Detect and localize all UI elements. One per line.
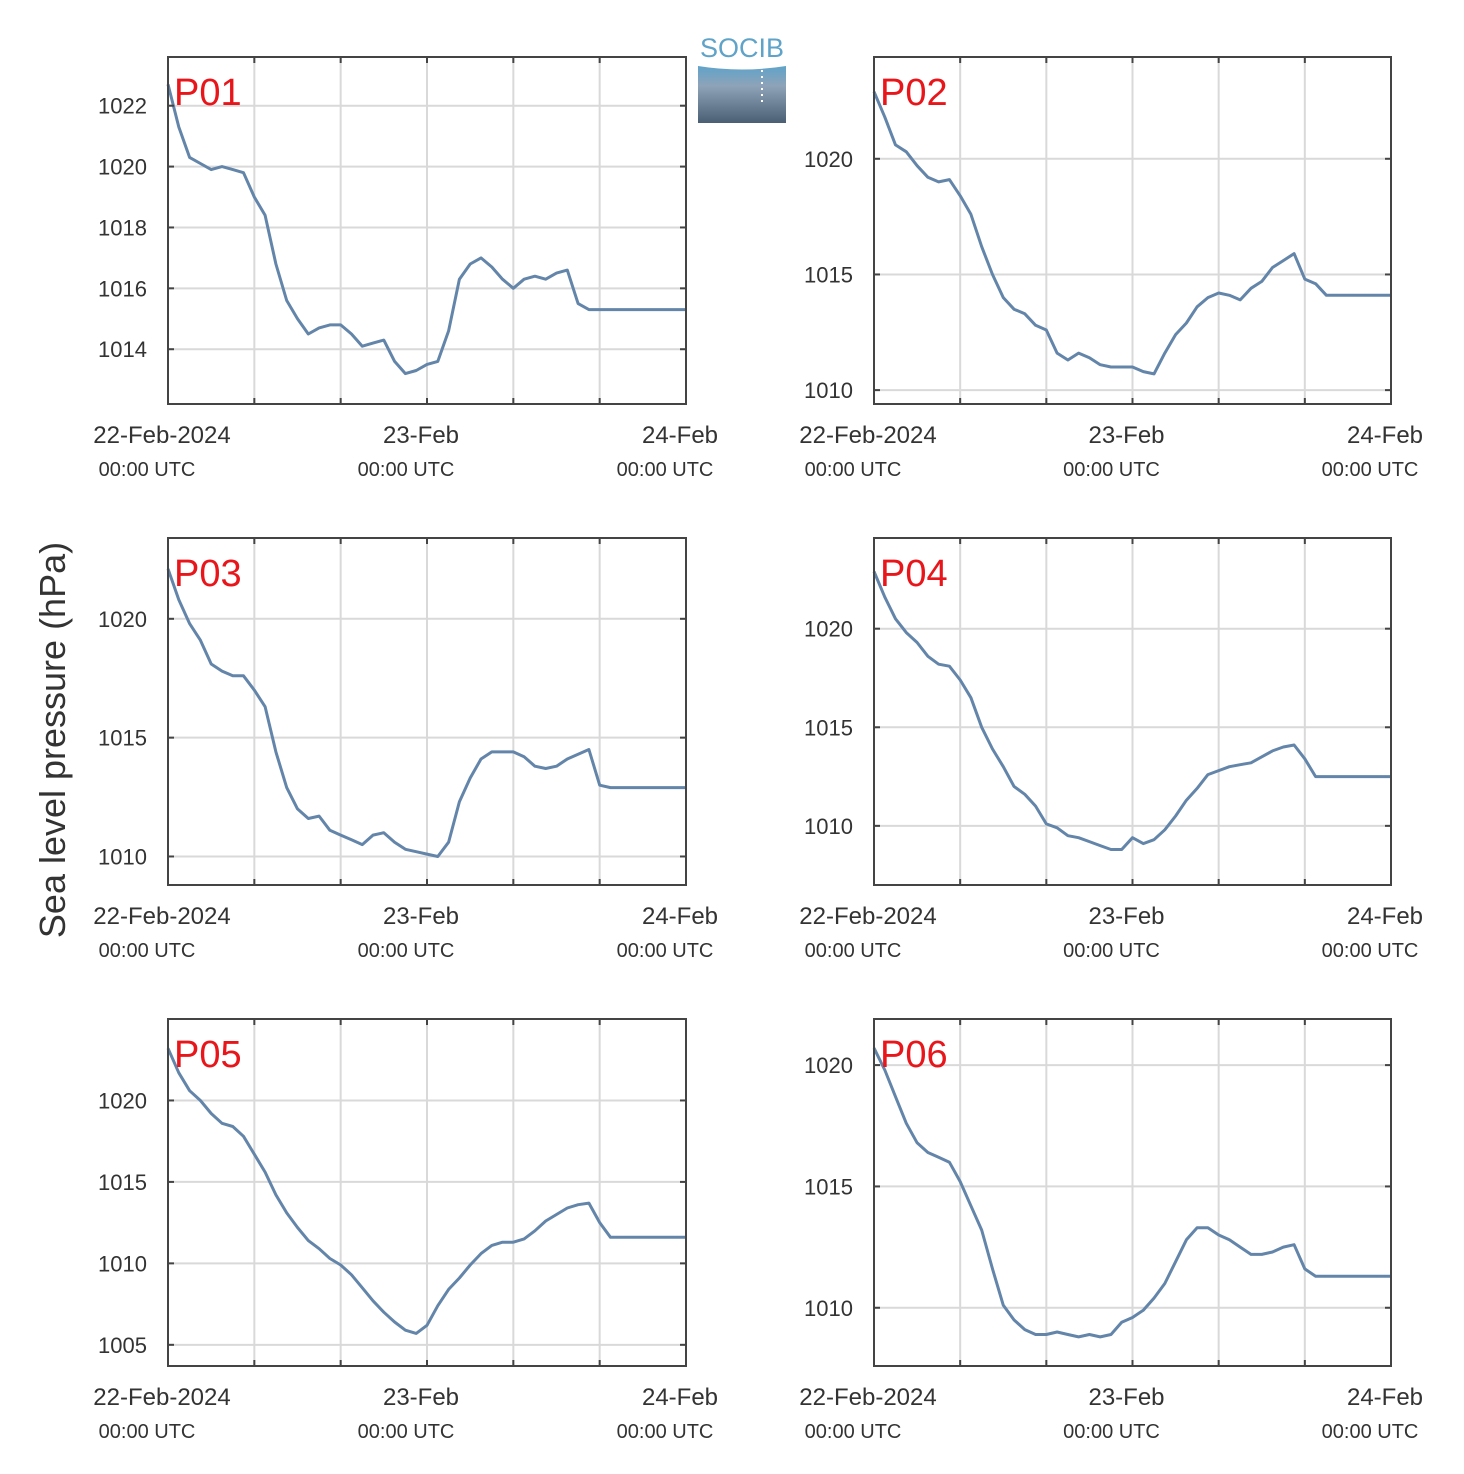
x-tick-sublabel: 00:00 UTC	[805, 459, 902, 481]
x-tick-label: 23-Feb	[1088, 422, 1164, 449]
x-tick-sublabel: 00:00 UTC	[1322, 1421, 1419, 1443]
x-tick-label: 23-Feb	[383, 1384, 459, 1411]
x-tick-label: 22-Feb-2024	[799, 422, 936, 449]
x-tick-label: 22-Feb-2024	[93, 903, 230, 930]
y-tick-label: 1020	[804, 147, 853, 172]
y-tick-label: 1020	[804, 1053, 853, 1078]
x-tick-sublabel: 00:00 UTC	[617, 1421, 714, 1443]
y-tick-label: 1016	[98, 276, 147, 301]
x-tick-sublabel: 00:00 UTC	[617, 459, 714, 481]
x-tick-label: 22-Feb-2024	[799, 1384, 936, 1411]
y-tick-label: 1020	[98, 607, 147, 632]
x-tick-sublabel: 00:00 UTC	[1322, 940, 1419, 962]
x-tick-sublabel: 00:00 UTC	[1322, 459, 1419, 481]
y-tick-label: 1015	[98, 726, 147, 751]
logo-text: SOCIB	[700, 33, 784, 63]
y-tick-label: 1020	[98, 155, 147, 180]
y-tick-label: 1015	[98, 1170, 147, 1195]
series-line	[166, 568, 686, 858]
y-tick-label: 1010	[98, 844, 147, 869]
y-tick-label: 1018	[98, 215, 147, 240]
panel-label: P06	[880, 1034, 948, 1076]
y-tick-label: 1014	[98, 337, 147, 362]
x-tick-sublabel: 00:00 UTC	[805, 1421, 902, 1443]
x-tick-sublabel: 00:00 UTC	[99, 1421, 196, 1443]
logo-wave-icon	[698, 66, 786, 123]
x-tick-sublabel: 00:00 UTC	[358, 940, 455, 962]
series-line	[166, 1047, 686, 1335]
x-tick-label: 24-Feb	[1347, 903, 1423, 930]
x-tick-label: 23-Feb	[383, 903, 459, 930]
series-line	[166, 84, 686, 376]
y-tick-label: 1015	[804, 715, 853, 740]
x-tick-sublabel: 00:00 UTC	[1063, 459, 1160, 481]
panel-p05: 1005 1010 1015 1020 22-Feb-2024 00:00 UTC 23-F…	[93, 1018, 718, 1443]
x-tick-label: 24-Feb	[642, 422, 718, 449]
y-tick-label: 1015	[804, 262, 853, 287]
panel-label: P05	[174, 1034, 242, 1076]
y-tick-label: 1010	[804, 1296, 853, 1321]
y-tick-label: 1015	[804, 1174, 853, 1199]
y-tick-label: 1010	[98, 1251, 147, 1276]
panel-p02: 1010 1015 1020 22-Feb-2024 00:00 UTC 23-Feb 00…	[799, 56, 1423, 481]
y-axis-label: Sea level pressure (hPa)	[32, 542, 73, 938]
x-tick-sublabel: 00:00 UTC	[99, 459, 196, 481]
x-tick-sublabel: 00:00 UTC	[358, 459, 455, 481]
y-tick-label: 1022	[98, 94, 147, 119]
series-line	[872, 570, 1391, 851]
y-tick-label: 1010	[804, 814, 853, 839]
x-tick-sublabel: 00:00 UTC	[1063, 940, 1160, 962]
panel-p04: 1010 1015 1020 22-Feb-2024 00:00 UTC 23-Feb 00…	[799, 537, 1423, 962]
x-tick-label: 23-Feb	[1088, 903, 1164, 930]
panel-p01: 1014 1016 1018 1020 1022 22-Feb-2024 00:00 UTC…	[93, 56, 718, 481]
panel-label: P04	[880, 553, 948, 595]
x-tick-label: 22-Feb-2024	[93, 422, 230, 449]
series-line	[872, 91, 1391, 376]
panel-label: P03	[174, 553, 242, 595]
x-tick-sublabel: 00:00 UTC	[99, 940, 196, 962]
x-tick-label: 24-Feb	[642, 1384, 718, 1411]
socib-logo: SOCIB	[698, 33, 786, 123]
x-tick-sublabel: 00:00 UTC	[1063, 1421, 1160, 1443]
x-tick-label: 24-Feb	[1347, 1384, 1423, 1411]
y-tick-label: 1005	[98, 1333, 147, 1358]
x-tick-sublabel: 00:00 UTC	[805, 940, 902, 962]
panel-p06: 1010 1015 1020 22-Feb-2024 00:00 UTC 23-Feb 00…	[799, 1018, 1423, 1443]
y-tick-label: 1020	[98, 1088, 147, 1113]
x-tick-label: 24-Feb	[1347, 422, 1423, 449]
y-tick-label: 1010	[804, 378, 853, 403]
x-tick-sublabel: 00:00 UTC	[358, 1421, 455, 1443]
panel-p03: 1010 1015 1020 22-Feb-2024 00:00 UTC 23-Feb 00…	[93, 537, 718, 962]
panel-label: P01	[174, 72, 242, 114]
x-tick-label: 22-Feb-2024	[799, 903, 936, 930]
y-tick-label: 1020	[804, 617, 853, 642]
panel-label: P02	[880, 72, 948, 114]
x-tick-label: 24-Feb	[642, 903, 718, 930]
x-tick-label: 22-Feb-2024	[93, 1384, 230, 1411]
x-tick-label: 23-Feb	[383, 422, 459, 449]
series-line	[872, 1047, 1391, 1339]
x-tick-label: 23-Feb	[1088, 1384, 1164, 1411]
x-tick-sublabel: 00:00 UTC	[617, 940, 714, 962]
